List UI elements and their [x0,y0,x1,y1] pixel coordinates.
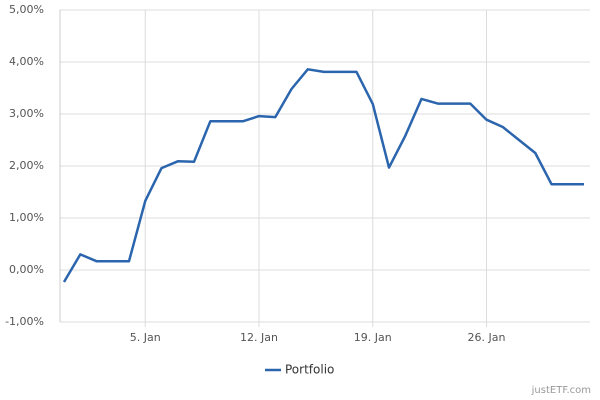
x-tick-label: 26. Jan [468,331,506,344]
x-tick-label: 5. Jan [130,331,161,344]
y-tick-label: 2,00% [9,159,44,172]
credit: justETF.com [531,385,591,396]
y-tick-label: 0,00% [9,263,44,276]
y-tick-label: 1,00% [9,211,44,224]
y-tick-label: 5,00% [9,3,44,16]
y-tick-label: 3,00% [9,107,44,120]
x-tick-label: 19. Jan [354,331,392,344]
y-tick-label: -1,00% [5,315,44,328]
x-tick-label: 12. Jan [240,331,278,344]
legend-label: Portfolio [285,363,334,377]
y-tick-label: 4,00% [9,55,44,68]
series-line [62,68,584,283]
